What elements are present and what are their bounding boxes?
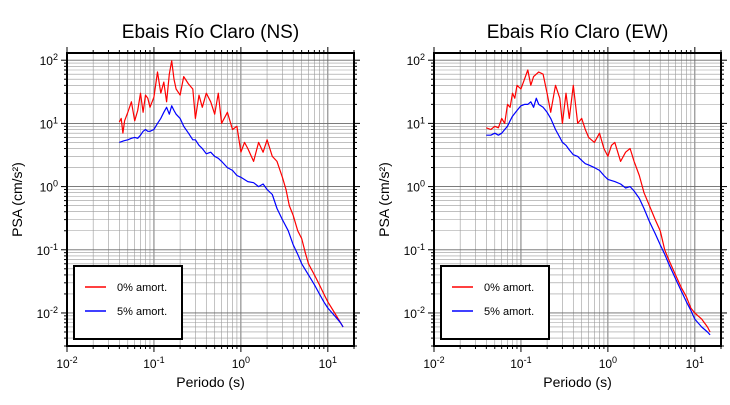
x-tick-label: 100: [599, 355, 617, 371]
y-tick-label: 10-2: [37, 305, 58, 321]
y-tick-label: 101: [40, 115, 58, 131]
legend: 0% amort. 5% amort.: [440, 265, 550, 340]
series-line-0: [118, 60, 344, 328]
y-tick-label: 100: [40, 179, 58, 195]
legend-label-0: 0% amort.: [484, 282, 534, 294]
y-axis-label: PSA (cm/s²): [376, 162, 392, 237]
legend: 0% amort. 5% amort.: [73, 265, 183, 340]
x-axis-label: Periodo (s): [543, 374, 611, 390]
plot-frame: [66, 52, 355, 347]
chart-0: 10-2 10-1 100 101 10-2 10-1 100 101 102 Ebais Río…: [9, 22, 360, 390]
legend-label-0: 0% amort.: [117, 282, 167, 294]
ticks: [428, 47, 727, 352]
y-tick-label: 100: [407, 179, 425, 195]
y-tick-label: 102: [407, 52, 425, 68]
plot-frame: [433, 52, 722, 347]
legend-box: [73, 265, 183, 340]
y-tick-label: 102: [40, 52, 58, 68]
x-tick-label: 101: [686, 355, 704, 371]
grid: [66, 53, 355, 347]
y-tick-label: 10-2: [404, 305, 425, 321]
x-axis-label: Periodo (s): [176, 374, 244, 390]
chart-title: Ebais Río Claro (EW): [487, 22, 669, 43]
x-tick-label: 10-2: [423, 355, 444, 371]
y-tick-label: 101: [407, 115, 425, 131]
series-line-0: [486, 69, 711, 333]
series-line-1: [486, 97, 711, 336]
x-tick-label: 10-1: [143, 355, 164, 371]
x-tick-label: 100: [232, 355, 250, 371]
chart-1: 10-2 10-1 100 101 10-2 10-1 100 101 102 Ebais Río…: [376, 22, 727, 390]
x-tick-label: 10-1: [510, 355, 531, 371]
chart-title: Ebais Río Claro (NS): [122, 22, 299, 43]
series-line-1: [119, 105, 344, 328]
y-tick-label: 10-1: [404, 242, 425, 258]
y-axis-label: PSA (cm/s²): [9, 162, 25, 237]
x-tick-label: 10-2: [56, 355, 77, 371]
ticks: [61, 47, 360, 352]
y-tick-label: 10-1: [37, 242, 58, 258]
x-tick-label: 101: [319, 355, 337, 371]
legend-box: [440, 265, 550, 340]
legend-label-1: 5% amort.: [484, 306, 534, 318]
legend-label-1: 5% amort.: [117, 306, 167, 318]
